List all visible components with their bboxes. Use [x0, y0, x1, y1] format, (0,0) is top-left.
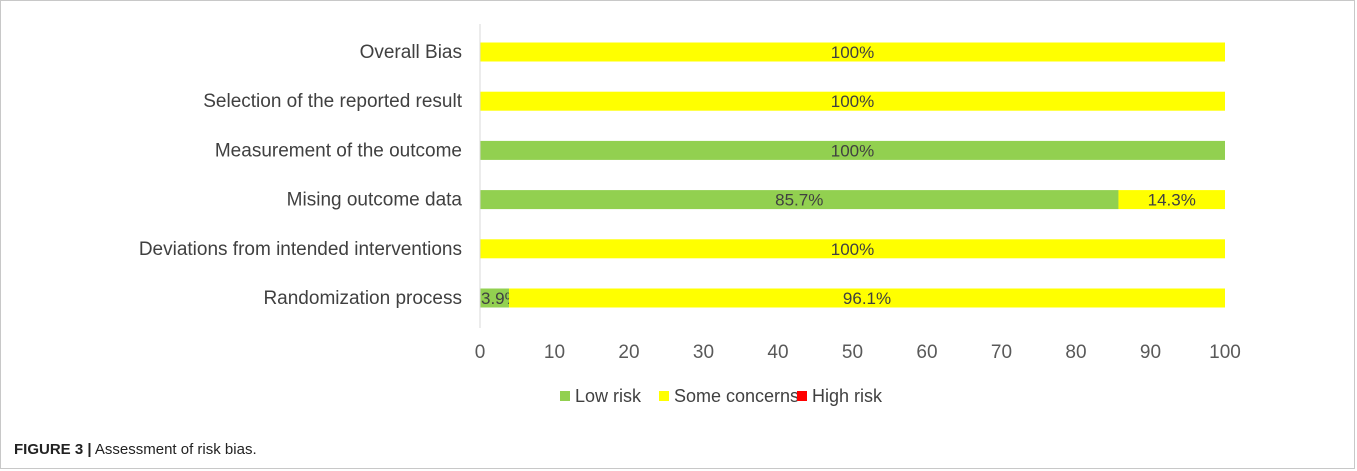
- bar-low-risk-measurement-of-the-outcome: [480, 140, 1225, 160]
- caption-text: Assessment of risk bias.: [91, 441, 257, 458]
- legend-swatch-some-concerns: [659, 391, 669, 401]
- data-label-some-concerns-overall-bias: 100%: [831, 43, 874, 62]
- data-label-low-risk-mising-outcome-data: 85.7%: [775, 191, 823, 210]
- x-tick-label-50: 50: [842, 342, 863, 363]
- bar-some-concerns-overall-bias: [480, 42, 1225, 62]
- bars: 100%100%100%85.7% 14.3%100%3.9% 96.1%: [480, 42, 1225, 308]
- x-tick-label-60: 60: [916, 342, 937, 363]
- data-label-some-concerns-mising-outcome-data: 14.3%: [1148, 191, 1196, 210]
- caption-figure-number: FIGURE 3 |: [14, 441, 92, 458]
- category-label-mising-outcome-data: Mising outcome data: [287, 190, 463, 211]
- data-label-some-concerns-deviations-from-intended-interventions: 100%: [831, 240, 874, 259]
- bar-some-concerns-deviations-from-intended-interventions: [480, 239, 1225, 259]
- x-tick-label-10: 10: [544, 342, 565, 363]
- legend-label-some-concerns: Some concerns: [674, 386, 799, 406]
- x-tick-labels: 0 10 20 30 40 50 60 70 80 90 100: [475, 342, 1241, 363]
- x-tick-label-70: 70: [991, 342, 1012, 363]
- legend: Low risk Some concerns High risk: [560, 386, 883, 406]
- x-tick-label-20: 20: [618, 342, 639, 363]
- x-tick-label-40: 40: [767, 342, 788, 363]
- data-label-low-risk-measurement-of-the-outcome: 100%: [831, 141, 874, 160]
- bar-some-concerns-randomization-process: [509, 288, 1225, 308]
- data-label-some-concerns-selection-of-the-reported-result: 100%: [831, 92, 874, 111]
- bar-low-risk-randomization-process: [480, 288, 510, 308]
- legend-label-high-risk: High risk: [812, 386, 883, 406]
- x-tick-label-100: 100: [1209, 342, 1241, 363]
- bar-some-concerns-mising-outcome-data: [1118, 190, 1225, 210]
- bar-some-concerns-selection-of-the-reported-result: [480, 91, 1225, 111]
- figure-caption: FIGURE 3 | Assessment of risk bias.: [14, 441, 257, 458]
- x-tick-label-0: 0: [475, 342, 486, 363]
- category-labels: Overall Bias Selection of the reported re…: [139, 42, 463, 309]
- legend-label-low-risk: Low risk: [575, 386, 642, 406]
- category-label-randomization-process: Randomization process: [263, 288, 462, 309]
- x-tick-label-30: 30: [693, 342, 714, 363]
- legend-swatch-low-risk: [560, 391, 570, 401]
- legend-swatch-high-risk: [797, 391, 807, 401]
- x-tick-label-80: 80: [1065, 342, 1086, 363]
- data-label-some-concerns-randomization-process: 96.1%: [843, 289, 891, 308]
- category-label-selection-of-the-reported-result: Selection of the reported result: [203, 91, 462, 112]
- bar-low-risk-mising-outcome-data: [480, 190, 1119, 210]
- category-label-deviations-from-intended-interventions: Deviations from intended interventions: [139, 239, 462, 260]
- category-label-overall-bias: Overall Bias: [360, 42, 462, 63]
- category-label-measurement-of-the-outcome: Measurement of the outcome: [215, 140, 462, 161]
- x-tick-label-90: 90: [1140, 342, 1161, 363]
